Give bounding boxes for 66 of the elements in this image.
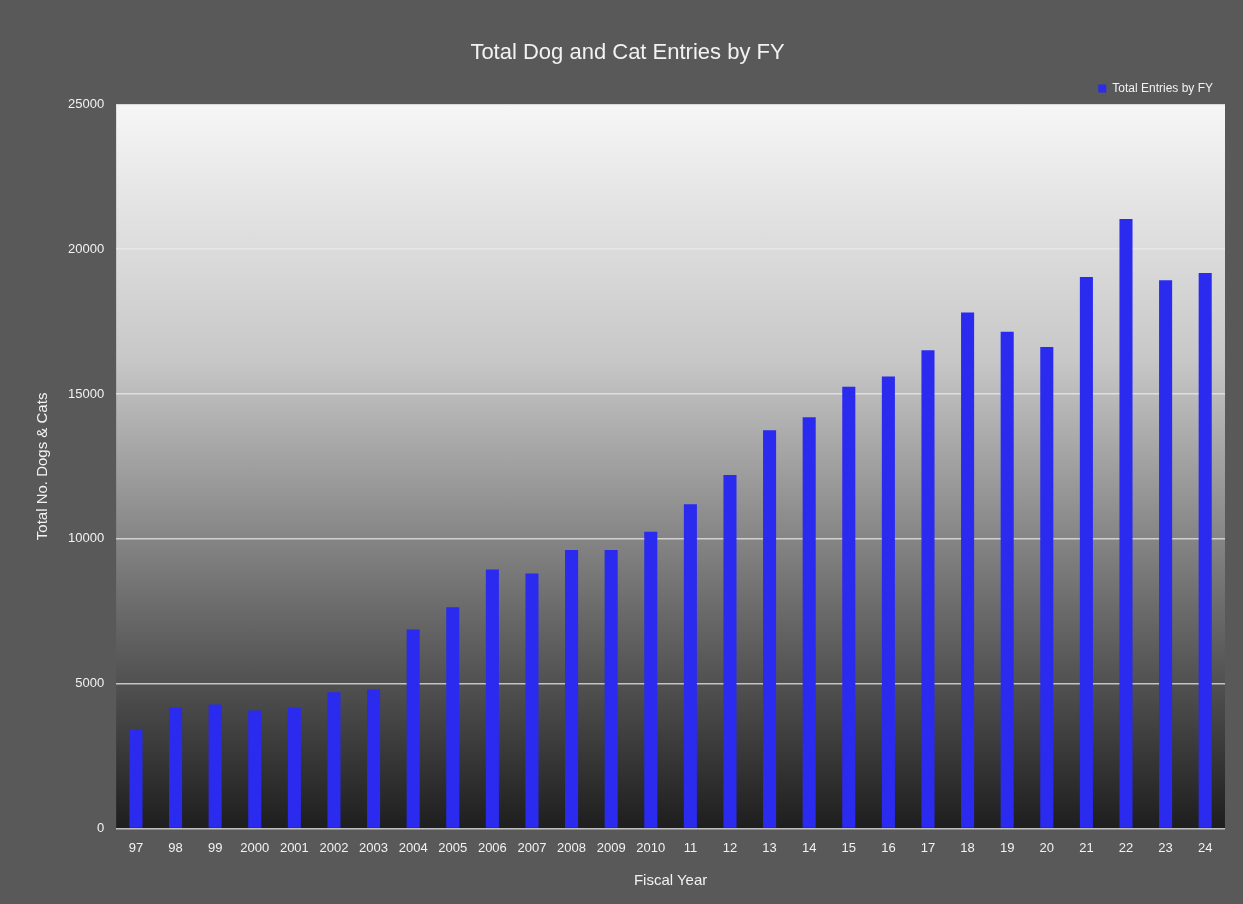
x-tick-label: 24 — [1197, 839, 1213, 855]
bar — [961, 312, 975, 828]
x-tick-label: 14 — [801, 839, 817, 855]
y-tick-label: 15000 — [67, 385, 105, 401]
bar — [287, 707, 301, 828]
x-tick-label: 98 — [168, 839, 183, 855]
x-tick-label: 12 — [722, 839, 738, 855]
bar — [604, 550, 618, 828]
bar — [683, 504, 697, 828]
bar — [763, 430, 777, 828]
chart-title: Total Dog and Cat Entries by FY — [470, 39, 785, 65]
x-tick-label: 2005 — [438, 839, 468, 855]
x-tick-label: 16 — [881, 839, 896, 855]
x-tick-label: 21 — [1079, 839, 1094, 855]
bar — [1119, 219, 1133, 828]
bar — [367, 689, 381, 828]
x-tick-label: 2002 — [319, 839, 349, 855]
bar — [1159, 280, 1173, 828]
x-tick-label: 2010 — [636, 839, 666, 855]
bar — [525, 573, 539, 828]
x-tick-label: 2000 — [240, 839, 270, 855]
bar — [723, 475, 737, 828]
bar — [802, 417, 816, 828]
x-tick-label: 13 — [762, 839, 777, 855]
x-tick-label: 22 — [1118, 839, 1134, 855]
bar — [406, 629, 420, 828]
bar — [1000, 331, 1014, 828]
x-tick-label: 2001 — [279, 839, 309, 855]
x-tick-label: 2003 — [359, 839, 389, 855]
y-tick-label: 0 — [96, 819, 105, 835]
bar — [881, 376, 895, 828]
x-tick-label: 2007 — [517, 839, 547, 855]
bar — [169, 707, 183, 828]
x-tick-label: 2006 — [477, 839, 507, 855]
x-tick-label: 15 — [841, 839, 857, 855]
x-tick-label: 2008 — [557, 839, 587, 855]
bar — [1079, 277, 1093, 828]
y-tick-label: 5000 — [75, 675, 105, 691]
bar — [644, 531, 658, 828]
bar — [446, 607, 460, 828]
bar — [327, 692, 341, 828]
x-tick-label: 23 — [1158, 839, 1173, 855]
bar — [1198, 272, 1212, 828]
y-axis-title: Total No. Dogs & Cats — [33, 392, 51, 541]
x-axis-title: Fiscal Year — [633, 871, 708, 889]
bar — [248, 710, 262, 828]
bar — [485, 569, 499, 828]
legend-label: Total Entries by FY — [1112, 80, 1214, 95]
y-tick-label: 10000 — [67, 530, 105, 546]
bar — [1040, 347, 1054, 828]
bar — [129, 729, 143, 828]
x-tick-label: 20 — [1039, 839, 1055, 855]
x-tick-label: 97 — [128, 839, 144, 855]
x-tick-label: 17 — [920, 839, 936, 855]
y-tick-label: 25000 — [67, 95, 105, 111]
y-tick-label: 20000 — [67, 240, 105, 256]
x-tick-label: 99 — [207, 839, 223, 855]
x-tick-label: 11 — [683, 839, 698, 855]
x-tick-label: 2004 — [398, 839, 428, 855]
x-tick-label: 18 — [960, 839, 975, 855]
bar — [842, 386, 856, 828]
bar — [921, 350, 935, 828]
x-tick-label: 19 — [999, 839, 1015, 855]
bar — [208, 704, 222, 828]
bar — [565, 550, 579, 828]
x-tick-label: 2009 — [596, 839, 626, 855]
